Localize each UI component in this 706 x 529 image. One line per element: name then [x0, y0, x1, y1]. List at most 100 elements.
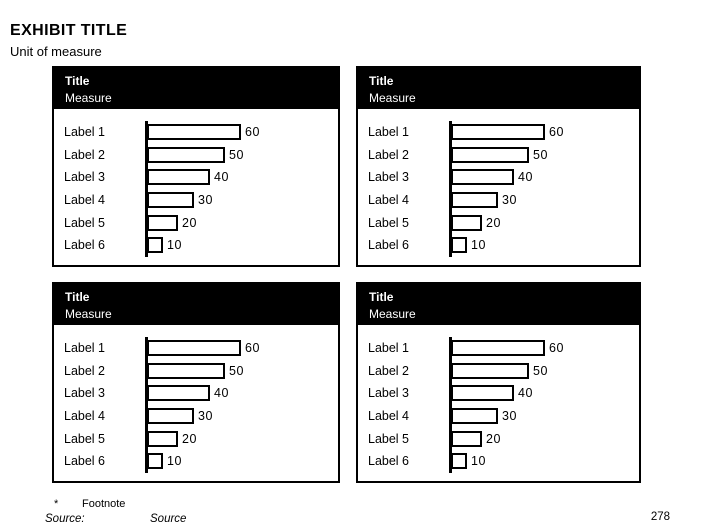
- axis-line: [449, 337, 452, 473]
- panel-measure-label: Measure: [65, 307, 112, 321]
- value-label: 40: [518, 170, 533, 185]
- value-label: 50: [229, 363, 244, 378]
- category-label: Label 4: [64, 193, 106, 208]
- bar: [147, 124, 241, 141]
- bar: [451, 385, 514, 402]
- panel-title: Title: [369, 74, 394, 88]
- page-number: 278: [650, 511, 670, 523]
- chart-panel-1: Title Measure Label 1 60 Label 2 50 Label 3 4…: [52, 66, 340, 267]
- category-label: Label 6: [64, 238, 106, 253]
- chart-row: Label 1 60: [54, 121, 338, 144]
- chart-row: Label 2 50: [358, 360, 639, 383]
- panel-title: Title: [65, 290, 90, 304]
- bar: [147, 453, 163, 470]
- bar: [147, 385, 210, 402]
- chart-row: Label 3 40: [358, 382, 639, 405]
- panel-header: Title Measure: [358, 284, 639, 325]
- unit-of-measure: Unit of measure: [10, 44, 102, 59]
- bar: [147, 430, 178, 447]
- panel-header: Title Measure: [358, 68, 639, 109]
- panel-measure-label: Measure: [65, 91, 112, 105]
- bar: [451, 453, 467, 470]
- category-label: Label 6: [368, 454, 410, 469]
- value-label: 40: [214, 386, 229, 401]
- value-label: 40: [214, 170, 229, 185]
- chart-row: Label 2 50: [54, 144, 338, 167]
- bar: [451, 169, 514, 186]
- category-label: Label 1: [368, 125, 410, 140]
- bar: [147, 192, 194, 209]
- value-label: 20: [486, 431, 501, 446]
- category-label: Label 1: [64, 341, 106, 356]
- category-label: Label 6: [368, 238, 410, 253]
- chart-row: Label 5 20: [358, 211, 639, 234]
- category-label: Label 3: [368, 386, 410, 401]
- category-label: Label 3: [64, 386, 106, 401]
- chart-row: Label 6 10: [54, 234, 338, 257]
- value-label: 30: [198, 193, 213, 208]
- bar-chart: Label 1 60 Label 2 50 Label 3 40 Label 4 30 Labe…: [358, 109, 639, 263]
- axis-line: [145, 337, 148, 473]
- value-label: 20: [182, 215, 197, 230]
- value-label: 10: [471, 238, 486, 253]
- chart-panel-2: Title Measure Label 1 60 Label 2 50 Label 3 4…: [356, 66, 641, 267]
- chart-row: Label 3 40: [54, 166, 338, 189]
- value-label: 60: [245, 341, 260, 356]
- chart-row: Label 3 40: [54, 382, 338, 405]
- value-label: 30: [502, 409, 517, 424]
- source-value: Source: [150, 513, 187, 525]
- chart-panel-4: Title Measure Label 1 60 Label 2 50 Label 3 4…: [356, 282, 641, 483]
- chart-row: Label 5 20: [54, 427, 338, 450]
- chart-row: Label 1 60: [54, 337, 338, 360]
- chart-row: Label 1 60: [358, 337, 639, 360]
- panel-header: Title Measure: [54, 68, 338, 109]
- category-label: Label 5: [368, 215, 410, 230]
- bar: [147, 408, 194, 425]
- bar: [147, 237, 163, 254]
- panel-measure-label: Measure: [369, 91, 416, 105]
- category-label: Label 3: [64, 170, 106, 185]
- bar: [147, 340, 241, 357]
- value-label: 60: [245, 125, 260, 140]
- category-label: Label 3: [368, 170, 410, 185]
- panel-title: Title: [369, 290, 394, 304]
- value-label: 10: [471, 454, 486, 469]
- bar: [451, 146, 529, 163]
- bar-chart: Label 1 60 Label 2 50 Label 3 40 Label 4 30 Labe…: [54, 325, 338, 479]
- bar: [451, 192, 498, 209]
- chart-panel-3: Title Measure Label 1 60 Label 2 50 Label 3 4…: [52, 282, 340, 483]
- category-label: Label 1: [368, 341, 410, 356]
- bar: [147, 214, 178, 231]
- bar-chart: Label 1 60 Label 2 50 Label 3 40 Label 4 30 Labe…: [54, 109, 338, 263]
- footnote-line: * Footnote: [54, 498, 125, 510]
- category-label: Label 4: [368, 409, 410, 424]
- chart-row: Label 4 30: [54, 405, 338, 428]
- exhibit-title: EXHIBIT TITLE: [10, 22, 128, 39]
- value-label: 50: [229, 147, 244, 162]
- footnote-text: Footnote: [82, 498, 126, 510]
- bar: [451, 362, 529, 379]
- panel-header: Title Measure: [54, 284, 338, 325]
- value-label: 10: [167, 454, 182, 469]
- category-label: Label 4: [368, 193, 410, 208]
- value-label: 20: [182, 431, 197, 446]
- category-label: Label 2: [368, 363, 410, 378]
- bar: [147, 146, 225, 163]
- source-label: Source:: [45, 513, 85, 525]
- chart-row: Label 5 20: [358, 427, 639, 450]
- chart-row: Label 2 50: [54, 360, 338, 383]
- value-label: 30: [198, 409, 213, 424]
- bar: [451, 408, 498, 425]
- bar: [451, 124, 545, 141]
- chart-row: Label 5 20: [54, 211, 338, 234]
- panel-measure-label: Measure: [369, 307, 416, 321]
- category-label: Label 5: [64, 431, 106, 446]
- category-label: Label 5: [368, 431, 410, 446]
- bar: [147, 362, 225, 379]
- category-label: Label 2: [64, 363, 106, 378]
- category-label: Label 2: [368, 147, 410, 162]
- chart-row: Label 6 10: [358, 450, 639, 473]
- value-label: 50: [533, 147, 548, 162]
- value-label: 10: [167, 238, 182, 253]
